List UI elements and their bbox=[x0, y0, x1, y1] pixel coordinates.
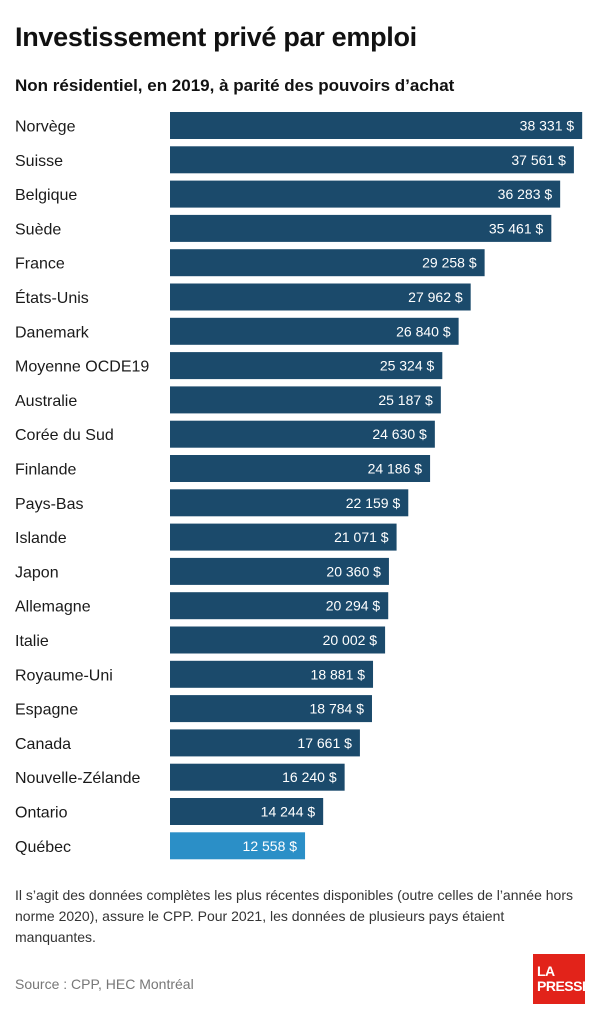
chart-subtitle: Non résidentiel, en 2019, à parité des p… bbox=[15, 76, 455, 95]
bar-etats-unis bbox=[170, 283, 471, 311]
bar-belgique bbox=[170, 180, 561, 208]
category-label-allemagne: Allemagne bbox=[15, 599, 91, 616]
category-label-france: France bbox=[15, 256, 65, 273]
value-label-suede: 35 461 $ bbox=[489, 220, 544, 236]
category-label-japon: Japon bbox=[15, 564, 59, 581]
category-label-australie: Australie bbox=[15, 393, 77, 410]
value-label-finlande: 24 186 $ bbox=[368, 461, 423, 477]
value-label-canada: 17 661 $ bbox=[297, 735, 352, 751]
bar-danemark bbox=[170, 317, 459, 345]
value-label-japon: 20 360 $ bbox=[326, 563, 381, 579]
category-label-ontario: Ontario bbox=[15, 805, 68, 822]
value-label-etats-unis: 27 962 $ bbox=[408, 289, 463, 305]
bar-italie bbox=[170, 626, 386, 654]
bar-suede bbox=[170, 214, 552, 242]
value-label-suisse: 37 561 $ bbox=[511, 152, 566, 168]
bar-moyenne-ocde19 bbox=[170, 352, 443, 380]
bar-suisse bbox=[170, 146, 574, 174]
value-label-australie: 25 187 $ bbox=[378, 392, 433, 408]
category-label-quebec: Québec bbox=[15, 839, 71, 856]
la-presse-logo: LA PRESSE bbox=[533, 954, 591, 1004]
bar-norvege bbox=[170, 112, 583, 139]
value-label-espagne: 18 784 $ bbox=[309, 701, 364, 717]
bar-allemagne bbox=[170, 592, 389, 620]
category-label-islande: Islande bbox=[15, 530, 67, 547]
bar-nouvelle-zelande bbox=[170, 763, 345, 791]
logo-line-2: PRESSE bbox=[537, 978, 591, 994]
value-label-islande: 21 071 $ bbox=[334, 529, 389, 545]
category-label-nouvelle-zelande: Nouvelle-Zélande bbox=[15, 770, 141, 787]
category-label-belgique: Belgique bbox=[15, 187, 77, 204]
value-label-coree-du-sud: 24 630 $ bbox=[372, 426, 427, 442]
bar-japon bbox=[170, 557, 389, 585]
bar-canada bbox=[170, 729, 360, 757]
category-label-suisse: Suisse bbox=[15, 153, 63, 170]
value-label-nouvelle-zelande: 16 240 $ bbox=[282, 769, 337, 785]
category-label-danemark: Danemark bbox=[15, 324, 90, 341]
category-label-suede: Suède bbox=[15, 221, 61, 238]
category-label-canada: Canada bbox=[15, 736, 71, 753]
category-label-coree-du-sud: Corée du Sud bbox=[15, 427, 114, 444]
footnote: Il s’agit des données complètes les plus… bbox=[15, 887, 573, 945]
value-label-moyenne-ocde19: 25 324 $ bbox=[380, 358, 435, 374]
value-label-italie: 20 002 $ bbox=[323, 632, 378, 648]
bar-royaume-uni bbox=[170, 660, 374, 688]
bar-coree-du-sud bbox=[170, 420, 435, 448]
bar-islande bbox=[170, 523, 397, 551]
bar-finlande bbox=[170, 455, 431, 482]
bar-pays-bas bbox=[170, 489, 409, 517]
source-credit: Source : CPP, HEC Montréal bbox=[15, 976, 194, 992]
category-label-espagne: Espagne bbox=[15, 702, 78, 719]
value-label-belgique: 36 283 $ bbox=[498, 186, 553, 202]
category-label-norvege: Norvège bbox=[15, 119, 76, 136]
value-label-ontario: 14 244 $ bbox=[261, 804, 316, 820]
bar-ontario bbox=[170, 798, 324, 825]
bar-australie bbox=[170, 386, 441, 414]
value-label-royaume-uni: 18 881 $ bbox=[311, 666, 366, 682]
logo-line-1: LA bbox=[537, 963, 555, 979]
category-label-italie: Italie bbox=[15, 633, 49, 650]
value-label-allemagne: 20 294 $ bbox=[326, 598, 381, 614]
value-label-danemark: 26 840 $ bbox=[396, 323, 451, 339]
category-label-pays-bas: Pays-Bas bbox=[15, 496, 83, 513]
category-label-finlande: Finlande bbox=[15, 462, 76, 479]
chart-title: Investissement privé par emploi bbox=[15, 22, 417, 52]
value-label-pays-bas: 22 159 $ bbox=[346, 495, 401, 511]
bar-espagne bbox=[170, 695, 372, 723]
bar-france bbox=[170, 249, 485, 277]
value-label-norvege: 38 331 $ bbox=[520, 118, 575, 134]
category-label-royaume-uni: Royaume-Uni bbox=[15, 667, 113, 684]
category-label-etats-unis: États-Unis bbox=[15, 288, 89, 307]
value-label-quebec: 12 558 $ bbox=[243, 838, 298, 854]
category-label-moyenne-ocde19: Moyenne OCDE19 bbox=[15, 359, 149, 376]
bar-quebec bbox=[170, 832, 306, 860]
bar-chart: Norvège 38 331 $ Suisse 37 561 $ Belgique 36 … bbox=[15, 112, 583, 860]
value-label-france: 29 258 $ bbox=[422, 255, 477, 271]
